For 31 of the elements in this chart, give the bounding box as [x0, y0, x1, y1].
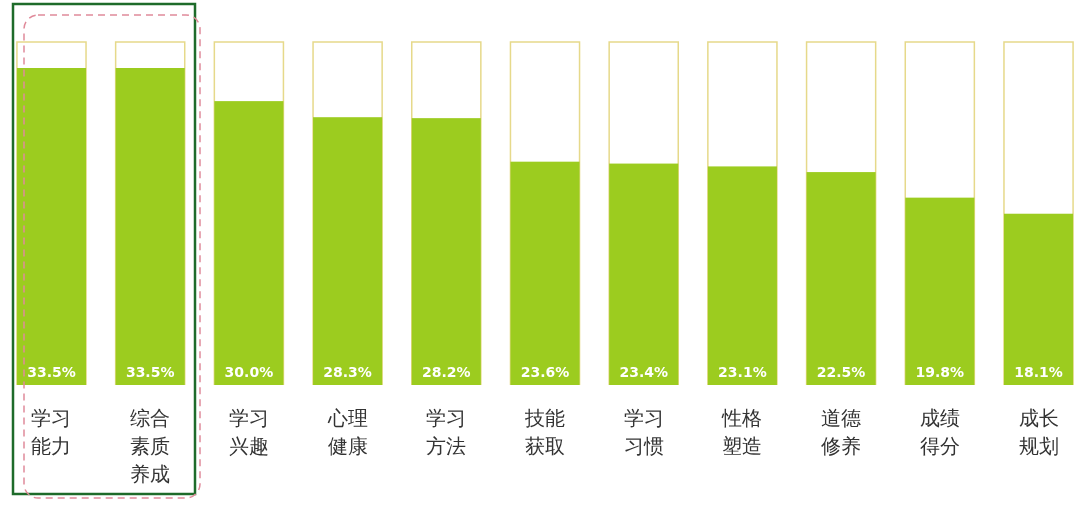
data-label: 33.5% — [125, 364, 175, 380]
bar — [411, 118, 481, 385]
bar — [214, 101, 284, 385]
x-tick-label: 技能获取 — [524, 406, 565, 458]
data-label: 30.0% — [224, 364, 274, 380]
bar — [1003, 213, 1074, 385]
data-label: 28.3% — [323, 364, 372, 380]
x-tick-label: 学习方法 — [426, 406, 467, 458]
x-tick-label: 学习兴趣 — [228, 406, 269, 458]
data-label: 23.6% — [520, 364, 570, 380]
x-tick-label: 学习习惯 — [623, 406, 664, 458]
bar — [806, 172, 876, 385]
x-tick-label: 道德修养 — [821, 406, 862, 458]
x-tick-label: 学习能力 — [31, 406, 72, 458]
bar — [313, 117, 383, 385]
bar — [609, 163, 679, 385]
bar — [905, 197, 975, 385]
x-tick-label: 综合素质养成 — [130, 406, 171, 486]
data-label: 33.5% — [27, 364, 76, 380]
data-label: 28.2% — [422, 364, 471, 380]
data-label: 23.4% — [619, 364, 668, 380]
data-label: 18.1% — [1014, 364, 1063, 380]
data-label: 19.8% — [915, 364, 965, 380]
data-label: 23.1% — [718, 364, 767, 380]
x-tick-label: 性格塑造 — [721, 406, 763, 458]
data-label: 22.5% — [816, 364, 866, 380]
x-tick-label: 成长规划 — [1018, 406, 1059, 458]
bar — [707, 166, 777, 385]
x-tick-label: 成绩得分 — [919, 406, 960, 458]
x-tick-label: 心理健康 — [326, 406, 368, 458]
bar — [510, 161, 580, 385]
